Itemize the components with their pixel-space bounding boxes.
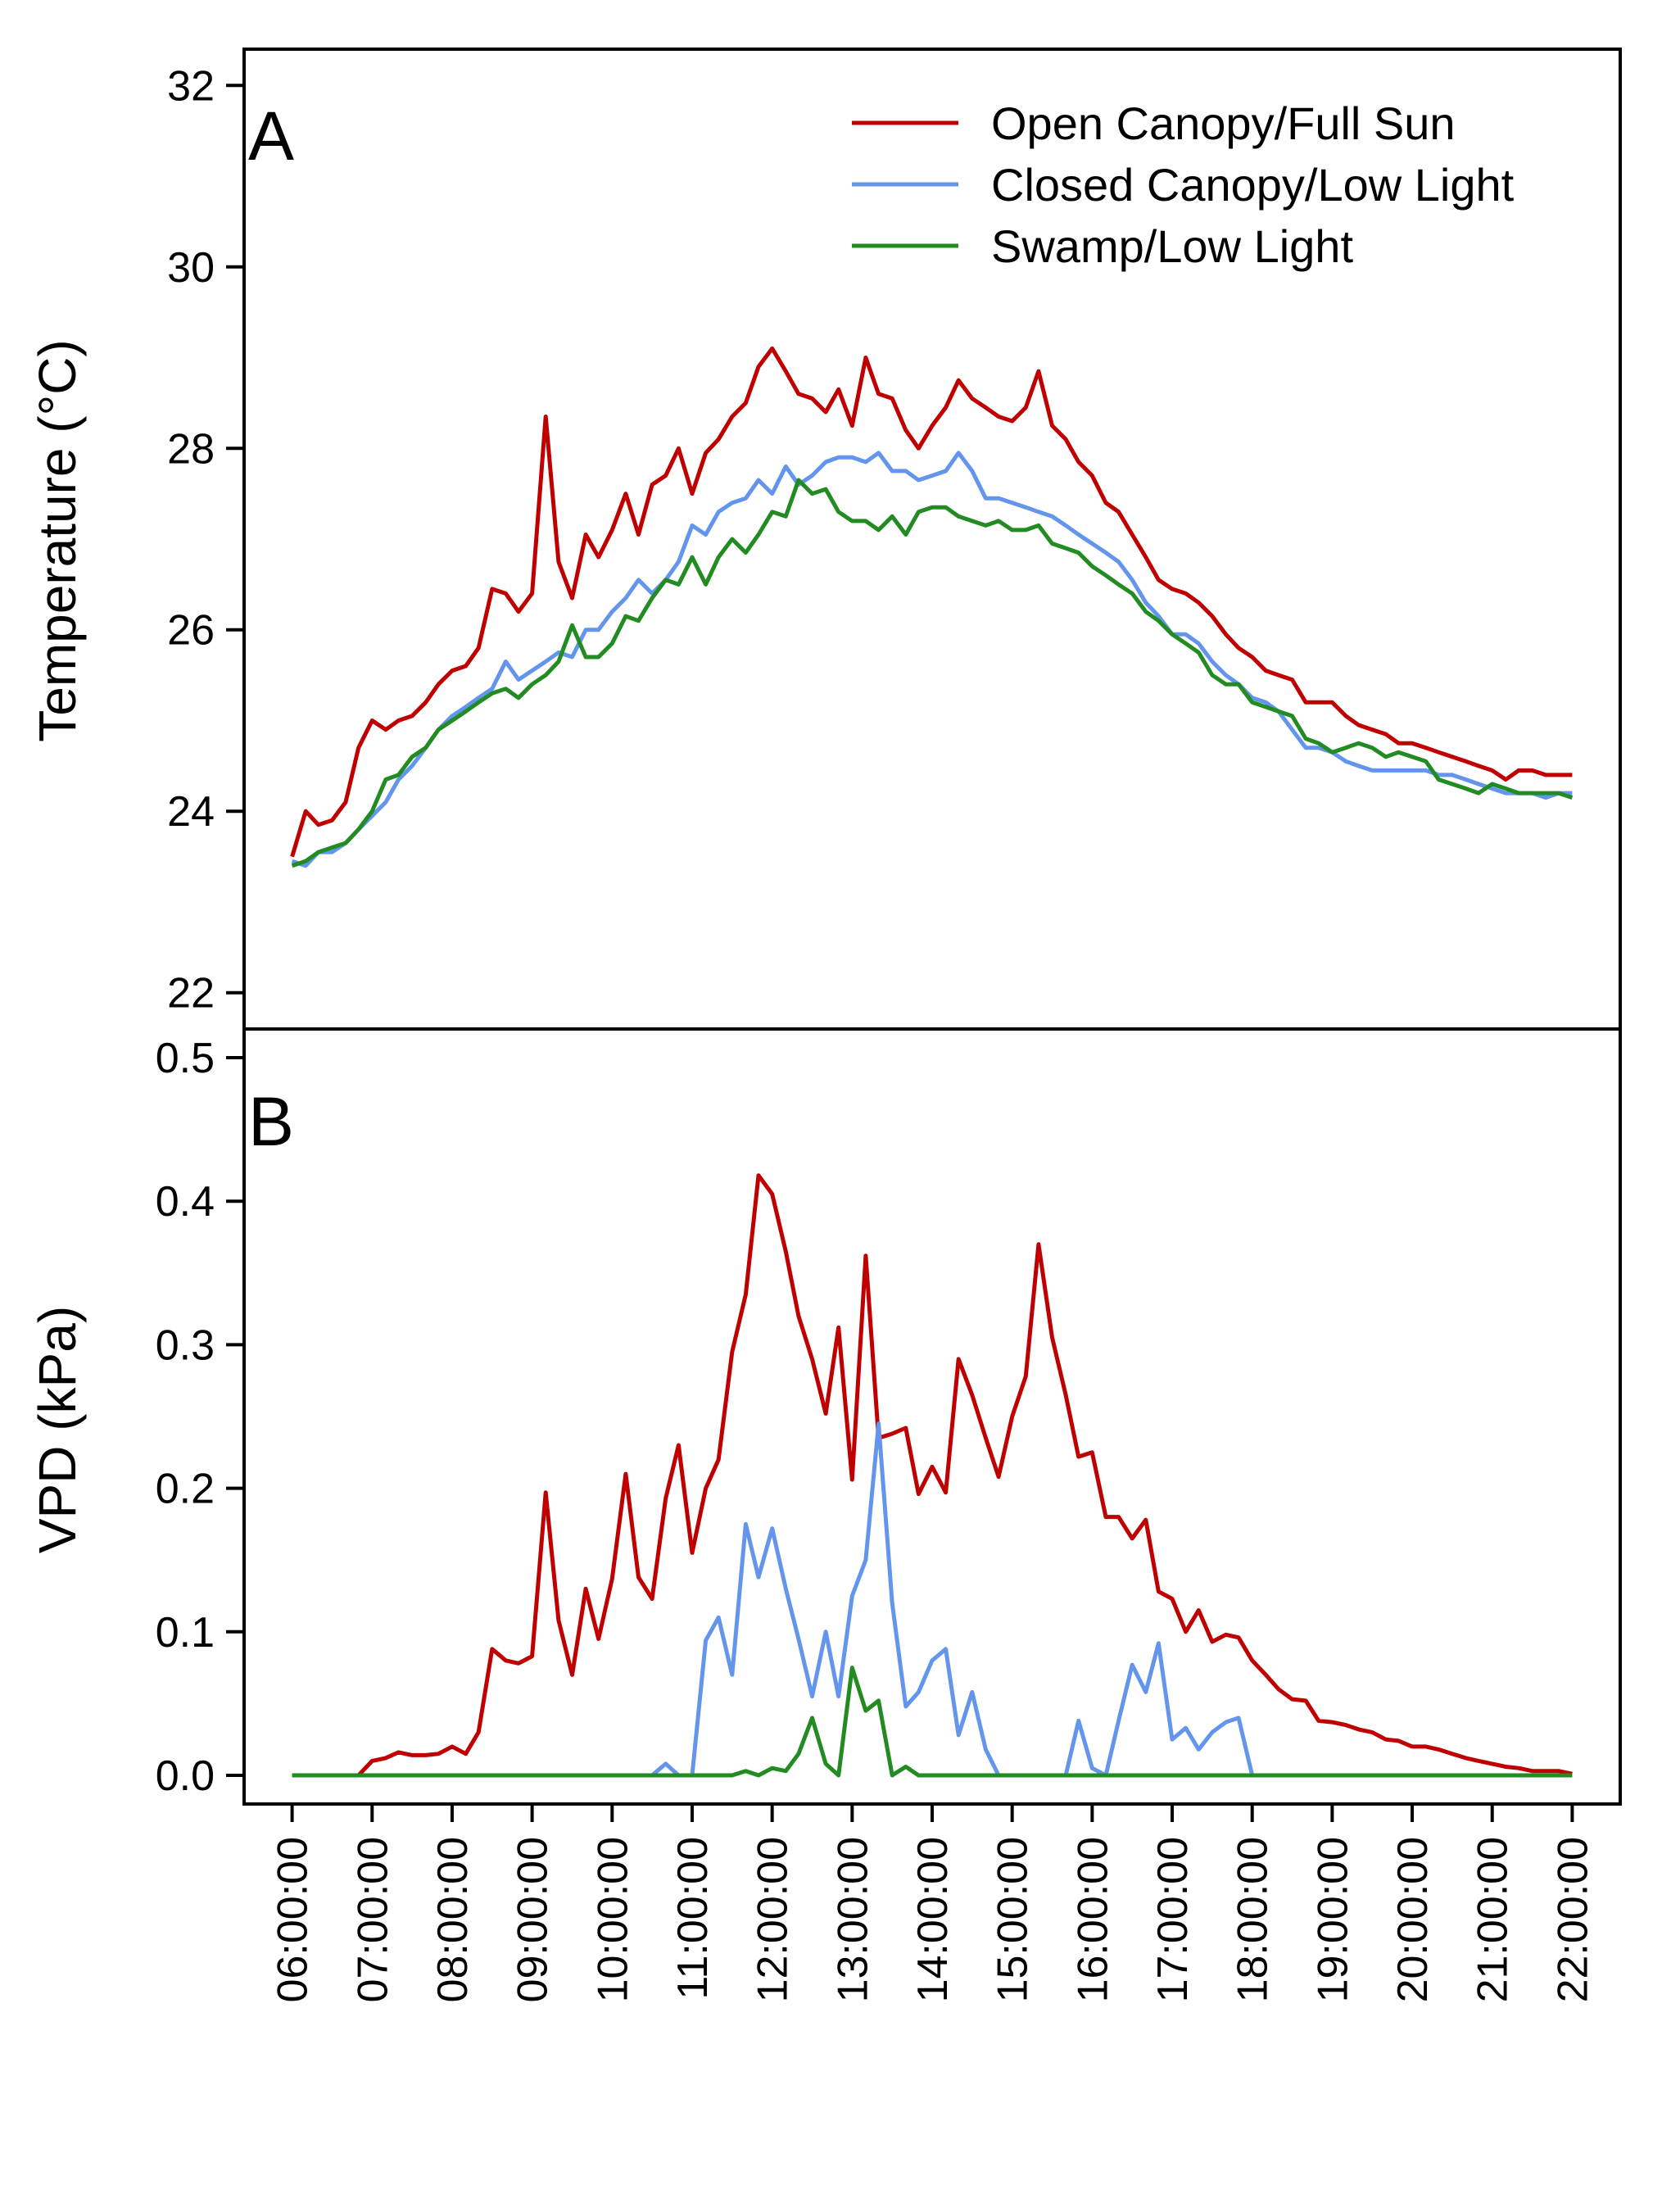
vpd-plot-frame: [242, 1027, 1622, 1806]
time-x-tick-label: 17:00:00: [1149, 1837, 1197, 2002]
temperature-series-group: [290, 346, 1574, 868]
temperature-y-tick-label: 28: [167, 425, 215, 473]
vpd-y-tick-label: 0.0: [156, 1752, 215, 1800]
time-x-tick-label: 08:00:00: [429, 1837, 477, 2002]
temperature-series-line-swamp: [291, 478, 1574, 868]
time-x-tick-label: 19:00:00: [1309, 1837, 1356, 2002]
time-x-tick-label: 06:00:00: [269, 1837, 317, 2002]
temperature-y-tick-label: 22: [167, 970, 215, 1018]
time-x-tick-label: 21:00:00: [1469, 1837, 1517, 2002]
temperature-series-line-open: [290, 346, 1573, 858]
time-x-tick-label: 11:00:00: [669, 1837, 717, 2000]
time-x-tick-label: 18:00:00: [1229, 1837, 1277, 2002]
time-x-tick-label: 22:00:00: [1549, 1837, 1596, 2002]
vpd-y-tick-label: 0.3: [156, 1321, 215, 1369]
vpd-series-line-closed: [292, 1421, 1573, 1778]
vpd-series-line-open: [292, 1173, 1573, 1778]
time-x-tick-label: 15:00:00: [989, 1837, 1037, 2002]
time-x-tick-label: 10:00:00: [589, 1837, 636, 2002]
time-x-tick-label: 20:00:00: [1389, 1837, 1437, 2002]
vpd-series-line-swamp: [292, 1666, 1573, 1778]
time-x-tick-label: 12:00:00: [749, 1837, 797, 2002]
legend-label-open: Open Canopy/Full Sun: [991, 97, 1456, 149]
vpd-y-tick-label: 0.2: [156, 1466, 215, 1513]
vpd-series-group: [292, 1173, 1573, 1778]
vpd-axis-title: VPD (kPa): [28, 1306, 87, 1553]
vpd-y-axis: 0.0 0.1 0.2 0.3 0.4 0.5: [156, 1035, 244, 1800]
time-x-tick-label: 07:00:00: [349, 1837, 396, 2002]
panel-label-a: A: [248, 97, 294, 175]
time-x-tick-label: 16:00:00: [1069, 1837, 1116, 2002]
time-x-tick-label: 13:00:00: [829, 1837, 876, 2002]
temperature-y-tick-label: 32: [167, 62, 215, 110]
time-x-tick-label: 09:00:00: [509, 1837, 557, 2002]
time-x-axis: 06:00:00 07:00:00 08:00:00 09:00:00 10:00:00…: [269, 1804, 1596, 2002]
panel-label-b: B: [248, 1083, 294, 1160]
vpd-y-tick-label: 0.1: [156, 1609, 215, 1657]
vpd-panel: 0.0 0.1 0.2 0.3 0.4 0.5 06:00:00 07:00:00 08:00…: [28, 1027, 1622, 2002]
vpd-y-tick-label: 0.4: [156, 1178, 215, 1226]
legend: Open Canopy/Full Sun Closed Canopy/Low Li…: [852, 97, 1515, 272]
temperature-y-tick-label: 24: [167, 788, 215, 836]
vpd-y-tick-label: 0.5: [156, 1035, 215, 1082]
legend-label-closed: Closed Canopy/Low Light: [991, 159, 1515, 211]
temperature-series-line-closed: [291, 451, 1573, 868]
time-x-tick-label: 14:00:00: [909, 1837, 957, 2002]
temperature-axis-title: Temperature (°C): [28, 339, 87, 742]
temperature-panel: 22 24 26 28 30 32 A Temperature (°C) Open Can…: [28, 48, 1622, 1031]
temperature-y-tick-label: 26: [167, 607, 215, 655]
legend-label-swamp: Swamp/Low Light: [991, 220, 1353, 272]
temperature-y-axis: 22 24 26 28 30 32: [167, 62, 244, 1018]
temperature-y-tick-label: 30: [167, 244, 215, 292]
